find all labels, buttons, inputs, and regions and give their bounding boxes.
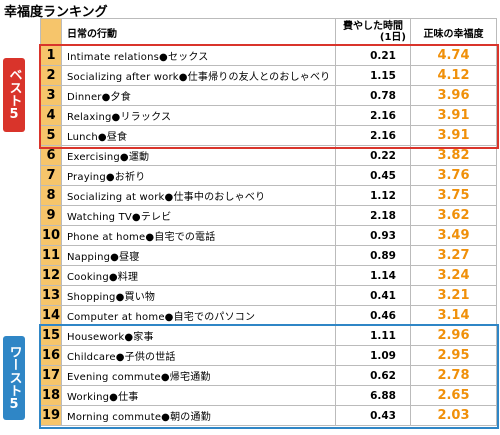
score-cell: 3.24 — [410, 265, 497, 286]
rank-cell: 14 — [40, 305, 62, 326]
hours-cell: 0.46 — [335, 305, 411, 326]
worst-label: ワースト5 — [3, 336, 25, 420]
rank-cell: 12 — [40, 265, 62, 286]
hours-cell: 2.18 — [335, 205, 411, 226]
rank-cell: 10 — [40, 225, 62, 246]
score-cell: 3.27 — [410, 245, 497, 266]
hours-cell: 0.89 — [335, 245, 411, 266]
header-hours-main: 費やした時間 — [343, 21, 403, 32]
activity-cell: Computer at home●自宅でのパソコン — [61, 305, 336, 326]
score-cell: 3.14 — [410, 305, 497, 326]
best-label: ベスト5 — [3, 58, 25, 132]
activity-cell: Watching TV●テレビ — [61, 205, 336, 226]
rank-cell: 13 — [40, 285, 62, 306]
activity-cell: Socializing at work●仕事中のおしゃべり — [61, 185, 336, 206]
activity-cell: Phone at home●自宅での電話 — [61, 225, 336, 246]
header-activity: 日常の行動 — [61, 18, 336, 46]
activity-cell: Shopping●買い物 — [61, 285, 336, 306]
hours-cell: 0.41 — [335, 285, 411, 306]
rank-cell: 8 — [40, 185, 62, 206]
header-score: 正味の幸福度 — [410, 18, 497, 46]
header-hours: 費やした時間 (1日) — [335, 18, 411, 46]
header-hours-sub: (1日) — [379, 32, 406, 43]
score-cell: 3.49 — [410, 225, 497, 246]
score-cell: 2.03 — [410, 405, 497, 426]
hours-cell: 0.93 — [335, 225, 411, 246]
hours-cell: 0.45 — [335, 165, 411, 186]
score-cell: 3.62 — [410, 205, 497, 226]
hours-cell: 1.12 — [335, 185, 411, 206]
worst-box — [39, 324, 499, 429]
score-cell: 3.75 — [410, 185, 497, 206]
page-title: 幸福度ランキング — [4, 5, 108, 20]
rank-cell: 9 — [40, 205, 62, 226]
rank-cell: 19 — [40, 405, 62, 426]
score-cell: 3.21 — [410, 285, 497, 306]
activity-cell: Praying●お祈り — [61, 165, 336, 186]
rank-cell: 7 — [40, 165, 62, 186]
activity-cell: Cooking●料理 — [61, 265, 336, 286]
rank-cell: 11 — [40, 245, 62, 266]
hours-cell: 1.14 — [335, 265, 411, 286]
best-box — [39, 44, 499, 149]
rank-header — [40, 18, 62, 46]
score-cell: 3.76 — [410, 165, 497, 186]
activity-cell: Napping●昼寝 — [61, 245, 336, 266]
